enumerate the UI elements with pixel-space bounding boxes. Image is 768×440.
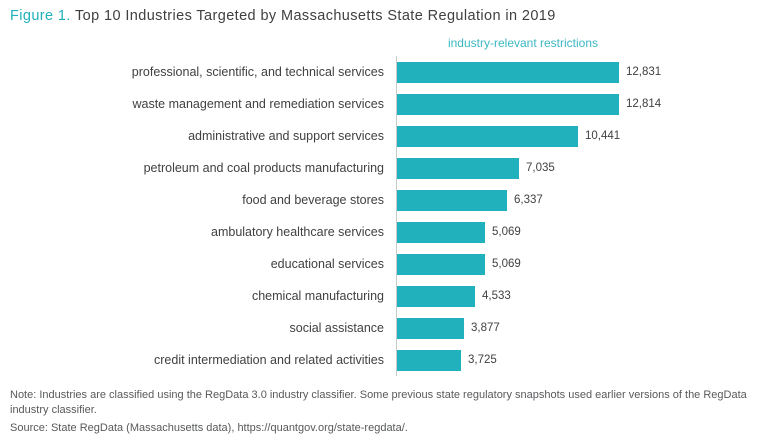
plot-area: 3,725 (396, 344, 758, 376)
category-label: professional, scientific, and technical … (131, 65, 384, 79)
value-label: 4,533 (482, 290, 511, 302)
plot-area: 5,069 (396, 216, 758, 248)
value-label: 3,877 (471, 322, 500, 334)
value-label: 6,337 (514, 194, 543, 206)
category-label: credit intermediation and related activi… (154, 353, 384, 367)
value-label: 12,814 (626, 98, 662, 110)
value-label: 5,069 (492, 226, 521, 238)
figure-title: Figure 1. Top 10 Industries Targeted by … (10, 8, 758, 24)
bar-chart: professional, scientific, and technical … (10, 56, 758, 376)
chart-row: petroleum and coal products manufacturin… (10, 152, 758, 184)
bar (397, 349, 461, 371)
category-label: ambulatory healthcare services (211, 225, 384, 239)
chart-row: credit intermediation and related activi… (10, 344, 758, 376)
chart-row: social assistance 3,877 (10, 312, 758, 344)
value-label: 10,441 (585, 130, 621, 142)
bar (397, 125, 578, 147)
category-label: food and beverage stores (242, 193, 384, 207)
chart-row: chemical manufacturing 4,533 (10, 280, 758, 312)
bar (397, 93, 619, 115)
plot-area: 4,533 (396, 280, 758, 312)
category-label: waste management and remediation service… (132, 97, 384, 111)
chart-row: administrative and support services 10,44… (10, 120, 758, 152)
bar (397, 253, 485, 275)
chart-row: ambulatory healthcare services 5,069 (10, 216, 758, 248)
plot-area: 5,069 (396, 248, 758, 280)
bar (397, 157, 519, 179)
plot-area: 12,831 (396, 56, 758, 88)
plot-area: 7,035 (396, 152, 758, 184)
bar (397, 317, 464, 339)
category-label: educational services (270, 257, 384, 271)
chart-row: professional, scientific, and technical … (10, 56, 758, 88)
category-label: chemical manufacturing (251, 289, 384, 303)
value-label: 12,831 (626, 66, 662, 78)
chart-row: waste management and remediation service… (10, 88, 758, 120)
axis-title: industry-relevant restrictions (447, 36, 599, 50)
bar (397, 285, 475, 307)
chart-row: food and beverage stores 6,337 (10, 184, 758, 216)
category-label: social assistance (289, 321, 385, 335)
figure-title-text: Top 10 Industries Targeted by Massachuse… (70, 8, 556, 24)
value-label: 3,725 (468, 354, 497, 366)
value-label: 7,035 (526, 162, 555, 174)
chart-row: educational services 5,069 (10, 248, 758, 280)
plot-area: 10,441 (396, 120, 758, 152)
plot-area: 6,337 (396, 184, 758, 216)
plot-area: 3,877 (396, 312, 758, 344)
note-text: Note: Industries are classified using th… (10, 389, 747, 416)
category-label: administrative and support services (188, 129, 384, 143)
bar (397, 61, 619, 83)
bar (397, 189, 507, 211)
source-text: Source: State RegData (Massachusetts dat… (10, 421, 408, 434)
value-label: 5,069 (492, 258, 521, 270)
plot-area: 12,814 (396, 88, 758, 120)
figure-notes: Note: Industries are classified using th… (10, 388, 758, 436)
category-label: petroleum and coal products manufacturin… (143, 161, 384, 175)
bar (397, 221, 485, 243)
figure-number: Figure 1. (10, 8, 71, 24)
